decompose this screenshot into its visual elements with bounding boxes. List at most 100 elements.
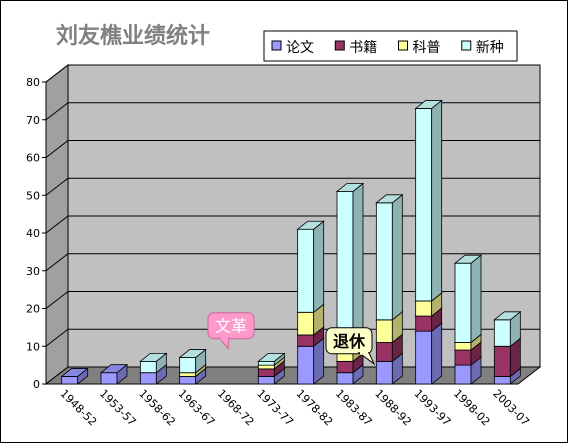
bar-segment	[257, 352, 286, 366]
gridline-side	[45, 253, 69, 272]
x-tick-label: 1973-77	[254, 387, 296, 429]
bar-front	[415, 300, 433, 317]
x-tick-label: 1968-72	[215, 387, 257, 429]
bar-front	[179, 357, 197, 374]
bar-segment	[414, 322, 443, 385]
bar-front	[257, 368, 275, 377]
bar-segment	[139, 352, 168, 374]
gridline-side	[45, 140, 69, 158]
bar-front	[257, 376, 275, 385]
legend-swatch	[461, 40, 472, 51]
bar-top	[60, 368, 89, 377]
legend-label: 新种	[476, 40, 504, 56]
y-tick-label: 70	[26, 114, 40, 127]
legend-label: 书籍	[349, 39, 377, 56]
bar-front	[336, 372, 354, 385]
bar-top	[139, 352, 168, 362]
x-tick-label: 1953-57	[97, 387, 139, 429]
callout-box	[325, 327, 373, 355]
bar-segment	[178, 348, 207, 374]
gridline-side	[45, 177, 69, 196]
bar-front	[336, 191, 354, 347]
bar-side	[431, 322, 443, 385]
bar-front	[454, 342, 472, 351]
bar-top	[335, 183, 365, 192]
bar-front	[415, 315, 433, 332]
legend-swatch	[271, 40, 282, 51]
legend-swatch	[398, 40, 408, 51]
bar-front	[493, 376, 511, 385]
bar-side	[431, 99, 443, 302]
bar-front	[100, 372, 118, 385]
y-tick-label: 0	[33, 378, 40, 391]
chart-title: 刘友樵业绩统计	[56, 23, 210, 49]
bar-front	[454, 262, 472, 343]
gridline-side	[45, 328, 69, 347]
bar-front	[375, 342, 393, 362]
bar-top	[414, 100, 443, 109]
bar-top	[493, 311, 522, 321]
bar-front	[415, 330, 433, 385]
y-tick-label: 60	[26, 152, 40, 165]
bar-segment	[335, 182, 365, 348]
y-tick-label: 20	[26, 303, 40, 316]
x-tick-label: 1958-62	[136, 387, 178, 429]
x-tick-label: 1993-97	[412, 387, 454, 429]
bar-top	[296, 220, 325, 230]
y-tick-label: 80	[26, 76, 40, 89]
gridline-side	[45, 291, 69, 309]
bar-front	[297, 311, 315, 336]
annotation-retire: 退休	[325, 327, 376, 366]
y-axis: 0 10 20 30 40 50 60 70 80	[26, 76, 47, 391]
callout-box	[207, 312, 255, 340]
x-tick-label: 1998-02	[451, 387, 493, 429]
bar-front	[297, 334, 315, 347]
legend-box	[263, 30, 518, 62]
bar-front	[257, 364, 275, 370]
gridline-side	[45, 102, 69, 121]
legend: 论文 书籍 科普 新种	[263, 30, 518, 62]
bar-segment	[453, 254, 483, 344]
bar-front	[493, 319, 511, 347]
bar-top	[257, 352, 286, 362]
gridline-side	[45, 64, 69, 83]
callout-pointer-mask	[360, 351, 368, 355]
y-tick-label: 30	[26, 265, 40, 278]
x-tick-label: 1983-87	[333, 387, 375, 429]
bar-front	[61, 376, 79, 385]
y-tick-label: 50	[26, 189, 40, 202]
bar-front	[297, 228, 315, 313]
bar-front	[375, 202, 393, 321]
bar-top	[453, 254, 483, 264]
bar-side	[352, 182, 364, 348]
bar-front	[336, 360, 354, 374]
legend-label: 科普	[413, 40, 441, 56]
bar-side	[470, 254, 482, 344]
bar-front	[139, 360, 157, 374]
bar-front	[454, 349, 472, 366]
x-tick-label: 2003-07	[490, 387, 532, 429]
bar-side	[391, 193, 403, 321]
bar-front	[139, 372, 157, 385]
bar-segment	[296, 220, 325, 314]
x-tick-label: 1988-92	[372, 387, 414, 429]
bar-front	[179, 376, 197, 385]
bar-front	[297, 345, 315, 385]
bar-top	[99, 364, 129, 374]
bar-segment	[375, 193, 404, 321]
bar-top	[178, 349, 207, 358]
bar-front	[493, 345, 511, 377]
callout-text: 退休	[333, 332, 366, 351]
callout-pointer-mask	[220, 336, 229, 340]
bar-front	[415, 108, 433, 302]
bar-side	[313, 220, 325, 314]
y-tick-label: 10	[26, 340, 40, 353]
annotation-wenge: 文革	[207, 312, 255, 350]
bar-front	[257, 360, 275, 366]
bar-segment	[99, 363, 129, 385]
bar-front	[179, 372, 197, 377]
bar-top	[375, 194, 404, 204]
